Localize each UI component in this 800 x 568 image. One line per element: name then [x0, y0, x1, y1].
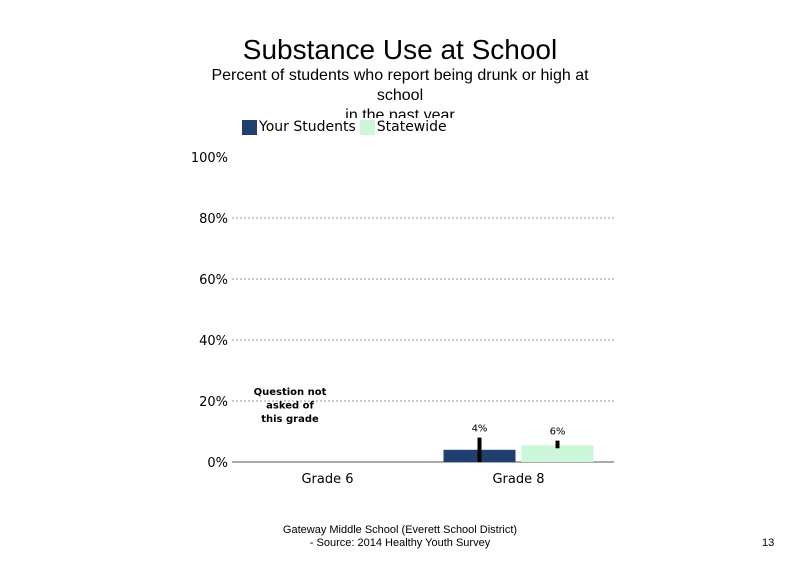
annotation-line: Question not — [254, 387, 327, 398]
y-tick-label: 100% — [191, 151, 228, 166]
x-tick-label: Grade 6 — [301, 472, 353, 487]
footer-school: Gateway Middle School (Everett School Di… — [282, 524, 518, 536]
y-tick-label: 40% — [199, 334, 228, 349]
legend-item-your-students: Your Students — [242, 119, 356, 135]
x-tick-label: Grade 8 — [492, 472, 544, 487]
legend-label-statewide: Statewide — [376, 119, 447, 135]
data-label: 4% — [472, 424, 488, 435]
annotation-line: this grade — [261, 414, 319, 425]
footer-source: - Source: 2014 Healthy Youth Survey — [309, 537, 491, 549]
y-tick-label: 80% — [199, 212, 228, 227]
legend-item-statewide: Statewide — [359, 119, 447, 135]
chart-title: Substance Use at School — [242, 34, 558, 65]
y-tick-label: 0% — [207, 456, 228, 471]
page-number: 13 — [762, 537, 775, 549]
source-footer: Gateway Middle School (Everett School Di… — [200, 524, 600, 550]
y-tick-label: 60% — [199, 273, 228, 288]
bar-statewide — [521, 445, 594, 462]
data-label: 6% — [550, 427, 566, 438]
chart-subtitle-text: Percent of students who report being dru… — [211, 67, 589, 118]
legend-swatch-your-students — [242, 119, 257, 135]
y-tick-label: 20% — [199, 395, 228, 410]
legend-label-your-students: Your Students — [259, 119, 356, 135]
annotation-line: asked of — [266, 401, 314, 412]
annotation-not-asked: Question not asked of this grade — [254, 387, 327, 425]
legend-swatch-statewide — [359, 119, 375, 135]
chart-subtitle: Percent of students who report being dru… — [200, 66, 600, 118]
chart-legend: Your Students Statewide — [242, 118, 451, 136]
